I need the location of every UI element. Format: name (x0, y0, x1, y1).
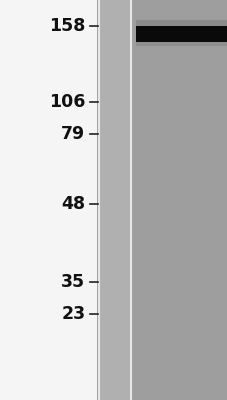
Text: 79: 79 (61, 125, 85, 143)
Bar (96, 0, 227, 400)
Bar (0, 0, 96, 400)
Bar (135, 42, 227, 46)
Text: 48: 48 (61, 195, 85, 213)
Bar (99, 0, 131, 400)
Text: 158: 158 (49, 17, 85, 35)
Text: 35: 35 (61, 273, 85, 291)
Text: 106: 106 (49, 93, 85, 111)
Text: 23: 23 (61, 305, 85, 323)
Bar (135, 20, 227, 26)
Bar (135, 26, 227, 42)
